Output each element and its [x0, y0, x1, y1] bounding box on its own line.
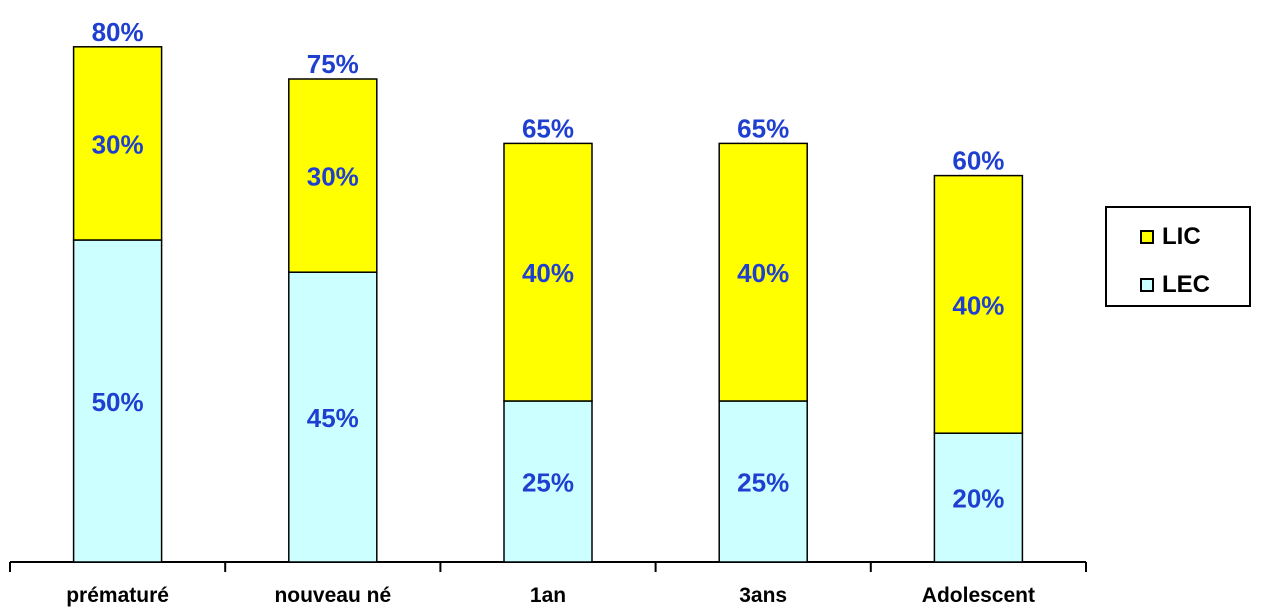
bar-segment-lec [933, 432, 1024, 563]
bar-segment-lic [933, 174, 1024, 434]
legend-label-lec: LEC [1162, 271, 1210, 298]
data-label-lec: 50% [92, 387, 144, 417]
data-label-lec: 25% [737, 468, 789, 498]
data-label-lic: 40% [737, 258, 789, 288]
x-tick-label: 1an [530, 584, 566, 607]
x-tick-label: prématuré [66, 584, 169, 607]
data-label-lec: 20% [952, 484, 1004, 514]
data-label-total: 80% [92, 17, 144, 47]
data-label-lic: 40% [952, 290, 1004, 320]
data-label-lec: 45% [307, 403, 359, 433]
data-label-lic: 30% [92, 129, 144, 159]
data-label-total: 60% [952, 146, 1004, 176]
bar-segment-lec [72, 239, 163, 563]
bar-segment-lec [288, 271, 378, 563]
bar-segment-lic [718, 142, 808, 402]
bar-segment-lic [72, 46, 163, 241]
data-label-lec: 25% [522, 468, 574, 498]
legend-label-lic: LIC [1162, 223, 1201, 250]
x-tick-label: 3ans [739, 584, 787, 607]
data-label-total: 75% [307, 49, 359, 79]
data-label-lic: 40% [522, 258, 574, 288]
x-tick-label: Adolescent [922, 584, 1035, 607]
legend-item-lic: LIC [1140, 222, 1201, 252]
bar-segment-lec [503, 400, 593, 563]
legend-swatch-lec [1140, 278, 1154, 292]
legend-swatch-lic [1140, 230, 1154, 244]
bar-segment-lic [503, 142, 593, 402]
bar-segment-lec [718, 400, 808, 563]
legend-item-lec: LEC [1140, 270, 1210, 300]
bar-segment-lic [288, 78, 378, 273]
chart-legend: LIC LEC [1105, 206, 1251, 307]
x-tick-label: nouveau né [274, 584, 391, 607]
data-label-total: 65% [522, 113, 574, 143]
data-label-lic: 30% [307, 162, 359, 192]
data-label-total: 65% [737, 113, 789, 143]
